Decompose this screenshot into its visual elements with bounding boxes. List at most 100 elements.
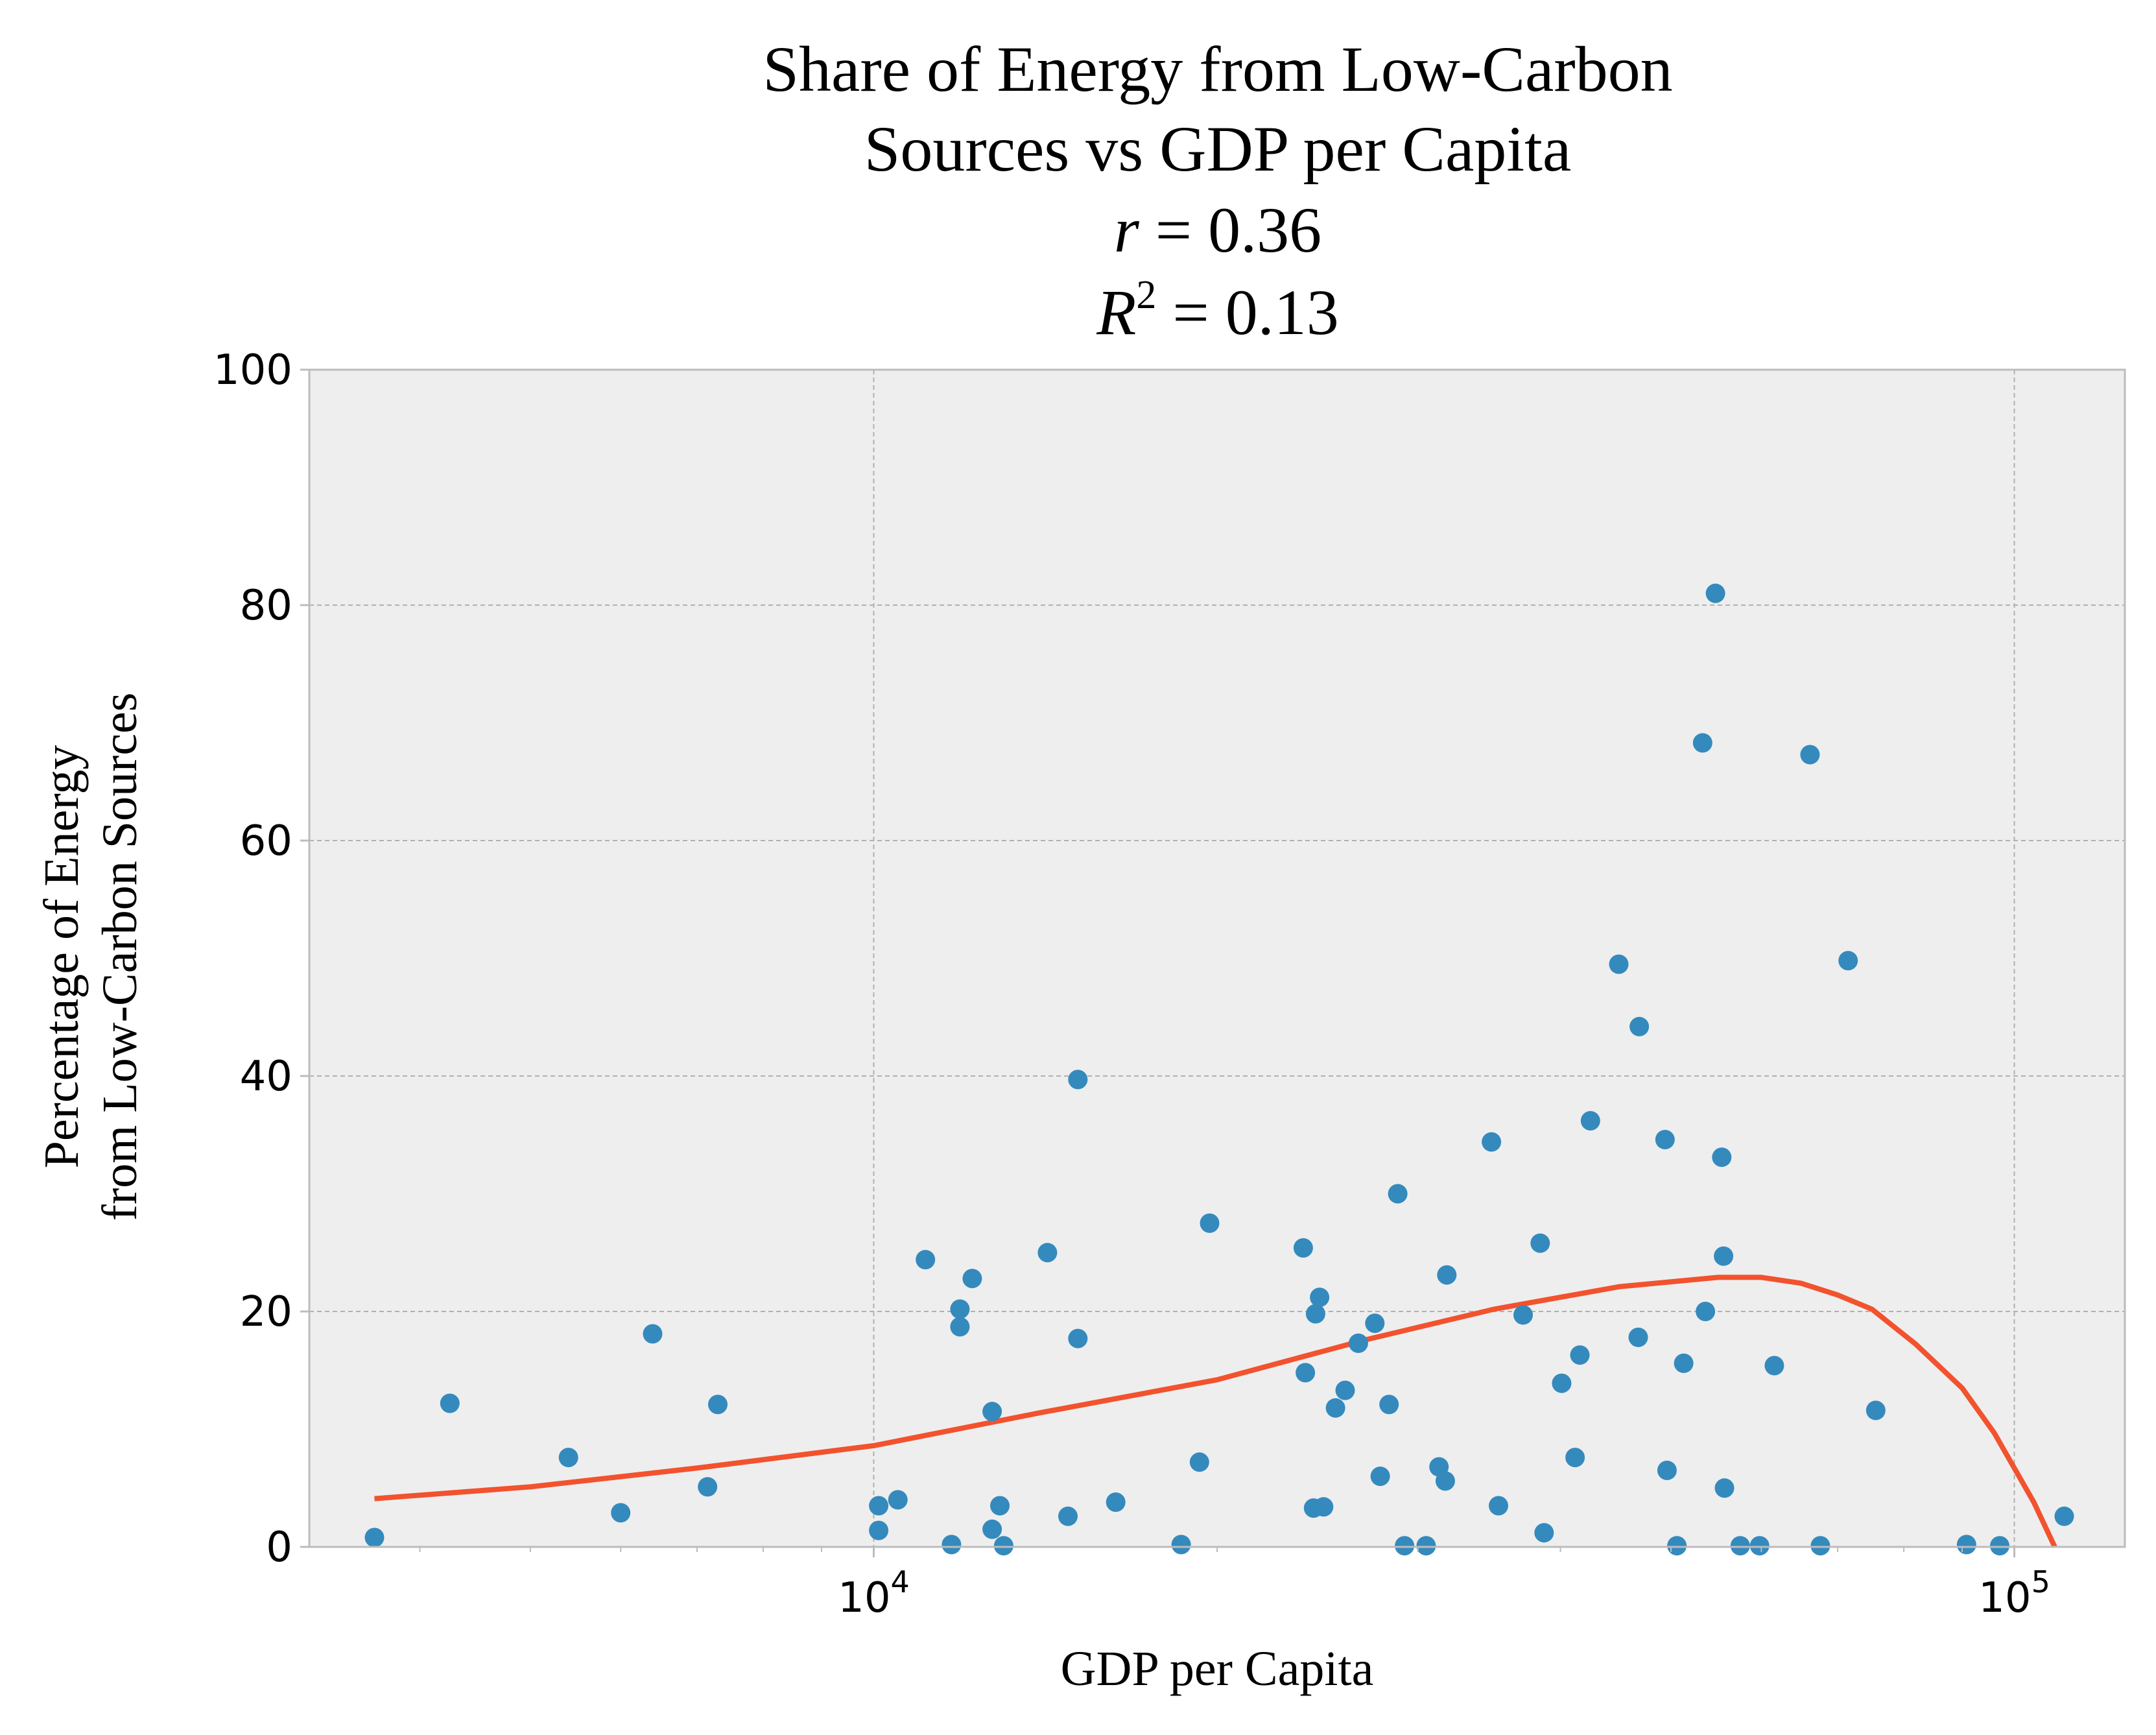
y-axis-label: Percentage of Energy from Low-Carbon Sou… xyxy=(34,693,147,1221)
data-point xyxy=(962,1269,982,1289)
trend-line-layer xyxy=(374,1274,2057,1548)
data-point xyxy=(1800,745,1820,765)
data-point xyxy=(1565,1448,1585,1468)
y-tick-label: 0 xyxy=(266,1524,292,1572)
y-tick-label: 60 xyxy=(240,817,292,865)
data-point xyxy=(1580,1111,1600,1131)
data-point xyxy=(1348,1334,1368,1353)
x-axis-ticks: 104 105 xyxy=(419,1547,2050,1622)
data-point xyxy=(1764,1356,1784,1376)
data-point xyxy=(1714,1246,1734,1266)
plot-area xyxy=(309,370,2125,1547)
title-line-1: Share of Energy from Low-Carbon xyxy=(763,33,1672,105)
data-point xyxy=(1037,1243,1058,1263)
data-point xyxy=(1189,1452,1209,1472)
data-point xyxy=(708,1394,728,1415)
data-point xyxy=(950,1317,970,1337)
data-point xyxy=(1325,1398,1345,1418)
stat-r-value: = 0.36 xyxy=(1139,194,1321,266)
data-point xyxy=(1712,1147,1732,1167)
data-point xyxy=(982,1402,1002,1422)
data-point xyxy=(1293,1238,1313,1258)
x-tick-base: 10 xyxy=(1978,1574,2031,1622)
data-point xyxy=(558,1448,578,1468)
data-point xyxy=(1705,583,1725,603)
data-points xyxy=(364,583,2074,1556)
y-axis-label-line-2: from Low-Carbon Sources xyxy=(93,693,147,1221)
stat-r-symbol: r xyxy=(1114,194,1140,266)
data-point xyxy=(942,1535,962,1555)
data-point xyxy=(1365,1313,1385,1334)
data-point xyxy=(1482,1132,1502,1152)
data-point xyxy=(888,1490,908,1510)
data-point xyxy=(982,1519,1002,1539)
data-point xyxy=(1534,1523,1554,1543)
y-tick-label: 80 xyxy=(240,582,292,630)
y-tick-label: 100 xyxy=(213,346,292,394)
data-point xyxy=(1435,1471,1455,1491)
stat-r2-symbol: R xyxy=(1096,276,1136,348)
data-point xyxy=(1838,951,1858,971)
data-point xyxy=(1370,1466,1390,1487)
data-point xyxy=(1667,1536,1687,1556)
data-point xyxy=(1692,733,1712,753)
data-point xyxy=(1305,1304,1325,1324)
chart-title: Share of Energy from Low-Carbon Sources … xyxy=(763,33,1672,348)
data-point xyxy=(1437,1265,1457,1285)
data-point xyxy=(1395,1536,1415,1556)
x-tick-exponent: 5 xyxy=(2032,1564,2050,1599)
data-point xyxy=(1310,1287,1330,1308)
data-point xyxy=(1379,1394,1399,1415)
data-point xyxy=(1810,1536,1830,1556)
data-point xyxy=(1106,1492,1126,1512)
x-tick-base: 10 xyxy=(838,1574,890,1622)
data-point xyxy=(1513,1305,1533,1325)
x-tick-exponent: 4 xyxy=(891,1564,910,1599)
data-point xyxy=(1416,1536,1436,1556)
data-point xyxy=(1730,1536,1750,1556)
data-point xyxy=(1714,1478,1735,1498)
y-axis-ticks: 0 20 40 60 80 100 xyxy=(213,346,309,1572)
data-point xyxy=(1628,1327,1648,1347)
data-point xyxy=(869,1520,889,1540)
data-point xyxy=(993,1536,1013,1556)
data-point xyxy=(1552,1373,1572,1393)
data-point xyxy=(643,1324,663,1344)
data-point xyxy=(1335,1380,1355,1400)
data-point xyxy=(1296,1363,1316,1383)
data-point xyxy=(1058,1506,1078,1526)
data-point xyxy=(1657,1461,1677,1480)
stat-r2-value: = 0.13 xyxy=(1156,276,1338,348)
x-axis-label: GDP per Capita xyxy=(1061,1642,1374,1696)
y-axis-label-line-1: Percentage of Energy xyxy=(34,745,89,1169)
data-point xyxy=(440,1393,460,1413)
data-point xyxy=(1489,1496,1508,1516)
title-line-2: Sources vs GDP per Capita xyxy=(864,113,1572,185)
data-point xyxy=(2054,1506,2074,1526)
data-point xyxy=(1388,1184,1408,1204)
title-stat-r2: R2 = 0.13 xyxy=(1096,273,1339,348)
data-point xyxy=(869,1496,889,1516)
data-point xyxy=(1956,1535,1976,1555)
data-point xyxy=(1200,1213,1220,1233)
data-point xyxy=(1068,1070,1088,1090)
data-point xyxy=(1696,1302,1716,1321)
x-tick-label: 105 xyxy=(1978,1564,2050,1622)
x-tick-label: 104 xyxy=(838,1564,910,1622)
y-tick-label: 20 xyxy=(240,1288,292,1336)
trend-line xyxy=(374,1274,2057,1548)
title-stat-r: r = 0.36 xyxy=(1114,194,1321,266)
data-point xyxy=(698,1477,718,1497)
data-point xyxy=(1629,1016,1650,1036)
data-point xyxy=(950,1299,970,1319)
data-point xyxy=(990,1496,1010,1516)
data-point xyxy=(364,1527,385,1548)
data-point xyxy=(1674,1353,1694,1373)
data-point xyxy=(1068,1328,1088,1348)
data-point xyxy=(1749,1536,1770,1556)
data-point xyxy=(1655,1130,1675,1149)
data-point xyxy=(1866,1400,1886,1420)
grid-lines xyxy=(309,370,2125,1547)
stat-r2-exponent: 2 xyxy=(1136,273,1156,317)
